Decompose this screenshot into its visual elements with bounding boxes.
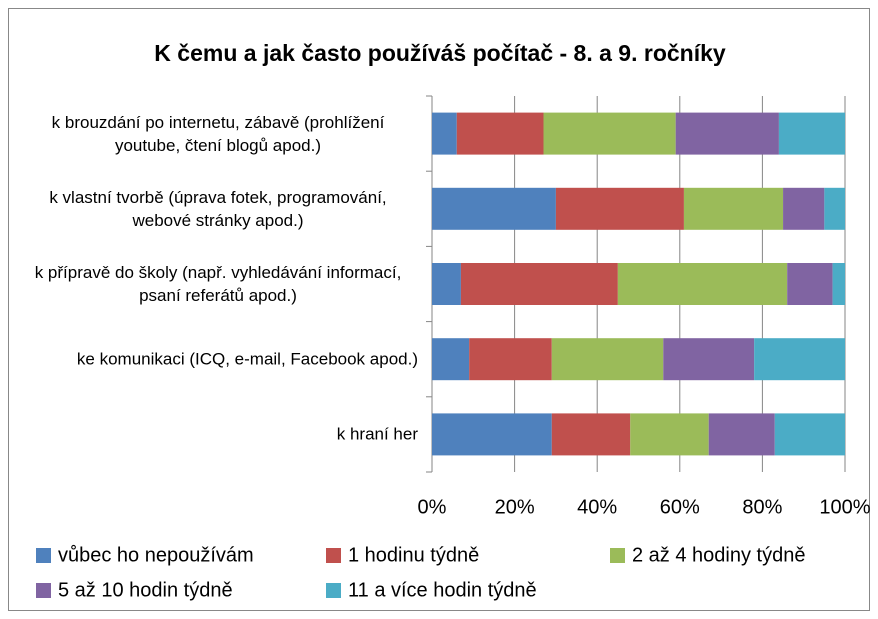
legend-label: 5 až 10 hodin týdně	[58, 579, 233, 601]
bar-segment	[432, 112, 457, 155]
bar-segment	[543, 112, 676, 155]
bar-segment	[824, 187, 845, 230]
bar-segment	[432, 263, 461, 305]
bar-segment	[551, 413, 631, 456]
bar-segment	[778, 112, 845, 155]
bar-segment	[551, 338, 664, 381]
y-tick-label: k brouzdání po internetu, zábavě (prohlí…	[18, 111, 418, 157]
chart-frame	[8, 8, 870, 611]
bar-segment	[754, 338, 845, 381]
y-tick-label-text: k hraní her	[336, 424, 418, 444]
bar-segment	[630, 413, 709, 456]
legend-label: 1 hodinu týdně	[348, 544, 479, 566]
bar-segment	[683, 187, 784, 230]
bar-segment	[832, 263, 845, 305]
x-tick-label: 60%	[660, 496, 700, 518]
legend-swatch	[36, 548, 51, 563]
bar-segment	[555, 187, 684, 230]
bar-segment	[783, 187, 825, 230]
x-tick-label: 20%	[495, 496, 535, 518]
bar-segment	[787, 263, 833, 305]
x-tick-label: 100%	[819, 496, 870, 518]
bar-segment	[460, 263, 618, 305]
chart-title: K čemu a jak často používáš počítač - 8.…	[154, 40, 726, 66]
bar-segment	[774, 413, 845, 456]
y-tick-label-text: k brouzdání po internetu, zábavě (prohlí…	[51, 112, 385, 155]
y-tick-label: k hraní her	[18, 423, 418, 446]
legend-swatch	[326, 583, 341, 598]
bar-segment	[456, 112, 544, 155]
bar-segment	[708, 413, 775, 456]
legend-swatch	[610, 548, 625, 563]
bar-segment	[675, 112, 779, 155]
bar-segment	[617, 263, 788, 305]
legend-label: 11 a více hodin týdně	[348, 579, 537, 601]
bar-segment	[663, 338, 755, 381]
y-tick-label-text: k vlastní tvorbě (úprava fotek, programo…	[49, 187, 387, 230]
y-tick-label: k přípravě do školy (např. vyhledávání i…	[18, 261, 418, 307]
legend-swatch	[326, 548, 341, 563]
y-tick-label: k vlastní tvorbě (úprava fotek, programo…	[18, 186, 418, 232]
x-tick-label: 80%	[742, 496, 782, 518]
y-tick-label-text: k přípravě do školy (např. vyhledávání i…	[34, 263, 402, 305]
legend-label: vůbec ho nepoužívám	[58, 544, 254, 566]
bar-segment	[432, 187, 556, 230]
x-tick-label: 0%	[418, 496, 447, 518]
bar-segment	[432, 338, 470, 381]
y-tick-label-text: ke komunikaci (ICQ, e-mail, Facebook apo…	[76, 349, 418, 369]
bar-segment	[469, 338, 552, 381]
legend-label: 2 až 4 hodiny týdně	[632, 544, 805, 566]
y-tick-label: ke komunikaci (ICQ, e-mail, Facebook apo…	[18, 348, 418, 371]
legend-swatch	[36, 583, 51, 598]
bar-segment	[432, 413, 552, 456]
x-tick-label: 40%	[577, 496, 617, 518]
